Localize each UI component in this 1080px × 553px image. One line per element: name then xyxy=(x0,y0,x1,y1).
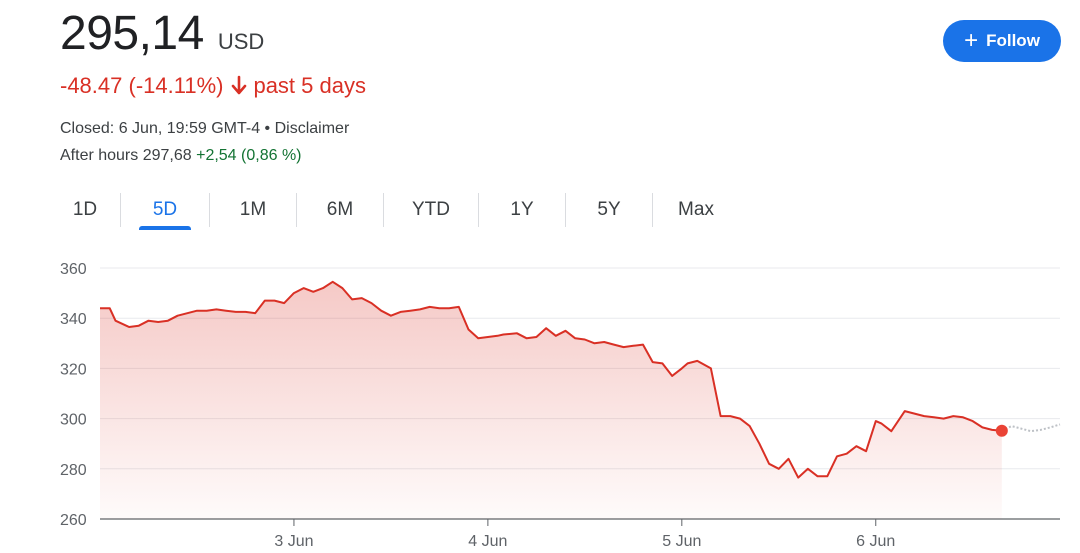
tab-divider xyxy=(383,193,384,227)
after-hours-label: After hours 297,68 xyxy=(60,147,192,164)
y-tick-label: 340 xyxy=(60,311,87,328)
closed-info: Closed: 6 Jun, 19:59 GMT-4 • Disclaimer xyxy=(60,120,350,137)
tab-label: 6M xyxy=(326,199,354,220)
price-chart[interactable]: 360 340 320 300 280 260 3 Jun 4 Jun 5 Jun 6 Jun xyxy=(0,240,1080,553)
tab-divider xyxy=(209,193,210,227)
after-hours-change: +2,54 (0,86 %) xyxy=(196,147,302,164)
range-tabs: 1D 5D 1M 6M YTD 1Y 5Y Max xyxy=(50,190,739,230)
y-tick-label: 320 xyxy=(60,361,87,378)
y-tick-label: 300 xyxy=(60,412,87,429)
tab-5y[interactable]: 5Y xyxy=(566,190,652,230)
x-tick-label: 4 Jun xyxy=(468,533,507,550)
y-tick-label: 360 xyxy=(60,261,87,278)
tab-divider xyxy=(652,193,653,227)
tab-label: 1Y xyxy=(510,199,534,220)
tab-label: 5D xyxy=(152,199,178,220)
price-change: -48.47 (-14.11%) xyxy=(60,73,224,98)
tab-divider xyxy=(296,193,297,227)
follow-button[interactable]: + Follow xyxy=(943,20,1061,62)
currency-label: USD xyxy=(217,29,265,54)
tab-divider xyxy=(565,193,566,227)
tab-6m[interactable]: 6M xyxy=(297,190,383,230)
tab-1d[interactable]: 1D xyxy=(50,190,120,230)
plus-icon: + xyxy=(964,27,979,54)
after-hours-info: After hours 297,68 +2,54 (0,86 %) xyxy=(60,147,302,165)
tab-divider xyxy=(478,193,479,227)
change-period: past 5 days xyxy=(253,73,366,98)
tab-5d[interactable]: 5D xyxy=(139,190,191,230)
tab-label: YTD xyxy=(412,199,450,220)
price-change-row: -48.47 (-14.11%) past 5 days xyxy=(60,73,366,99)
tab-label: Max xyxy=(678,199,714,220)
arrow-down-icon xyxy=(232,75,247,95)
follow-label: Follow xyxy=(986,31,1040,50)
chart-lines xyxy=(100,280,1061,479)
tab-label: 1M xyxy=(239,199,267,220)
chart-labels: 360 340 320 300 280 260 3 Jun 4 Jun 5 Jun 6 Jun xyxy=(60,261,895,550)
x-tick-label: 6 Jun xyxy=(856,533,895,550)
price-area-fill xyxy=(100,281,1002,519)
after-hours-line xyxy=(1001,423,1061,433)
chart-area xyxy=(100,281,1002,519)
x-tick-label: 5 Jun xyxy=(662,533,701,550)
price-line xyxy=(100,280,1002,479)
close-marker xyxy=(995,424,1008,437)
y-tick-label: 280 xyxy=(60,462,87,479)
x-tick-label: 3 Jun xyxy=(274,533,313,550)
current-price: 295,14 xyxy=(60,7,204,60)
quote-header: 295,14 USD xyxy=(60,6,264,61)
y-tick-label: 260 xyxy=(60,512,87,529)
tab-max[interactable]: Max xyxy=(653,190,739,230)
tab-1m[interactable]: 1M xyxy=(210,190,296,230)
tab-ytd[interactable]: YTD xyxy=(384,190,478,230)
tab-label: 5Y xyxy=(597,199,621,220)
tab-label: 1D xyxy=(72,199,98,220)
tab-divider xyxy=(120,193,121,227)
tab-1y[interactable]: 1Y xyxy=(479,190,565,230)
